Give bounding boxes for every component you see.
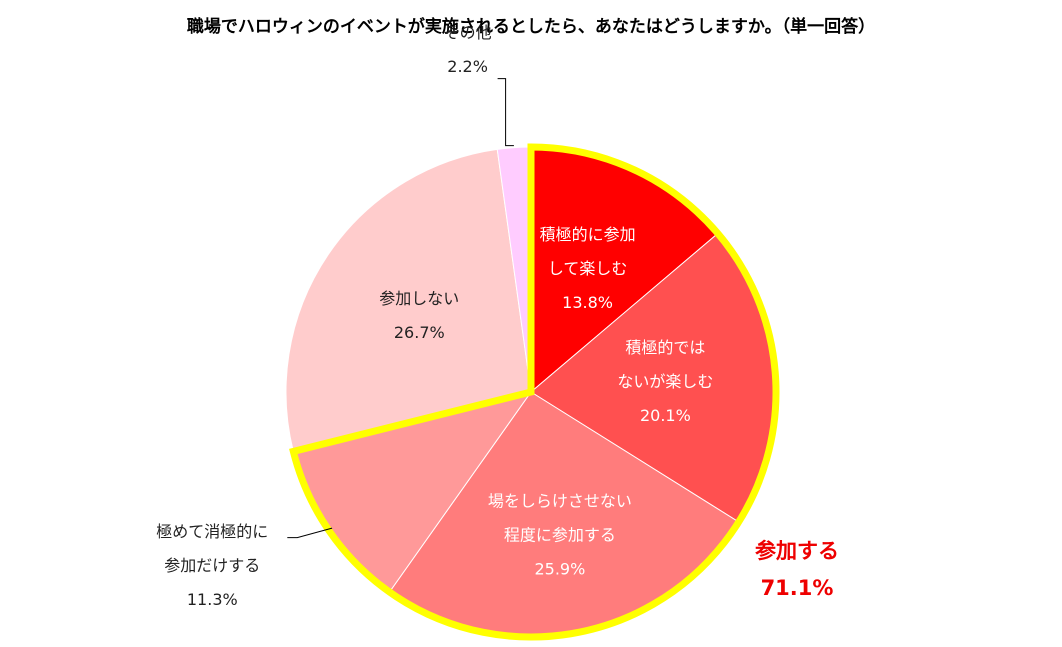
slice-category-label: して楽しむ [548, 259, 628, 278]
slice-category-label: 参加しない [379, 289, 459, 308]
slice-value-label: 11.3% [187, 590, 238, 609]
leader-line [497, 78, 514, 147]
pie-slice [285, 148, 532, 453]
slice-category-label: 場をしらけさせない [488, 492, 632, 511]
slice-category-label: 積極的では [625, 338, 705, 357]
slice-category-label: 極めて消極的に [156, 522, 268, 541]
slice-category-label: 積極的に参加 [540, 225, 636, 244]
slice-value-label: 13.8% [562, 293, 613, 312]
slice-value-label: 25.9% [534, 560, 585, 579]
slice-value-label: 26.7% [394, 323, 445, 342]
slice-value-label: 20.1% [640, 406, 691, 425]
slice-category-label: ないが楽しむ [617, 372, 713, 391]
group-value-label: 71.1% [761, 576, 834, 600]
group-label: 参加する [755, 539, 839, 563]
chart-title: 職場でハロウィンのイベントが実施されるとしたら、あなたはどうしますか。（単一回答… [186, 17, 876, 37]
slice-category-label: 参加だけする [164, 556, 260, 575]
slice-value-label: 2.2% [447, 57, 488, 76]
leader-line [287, 527, 333, 539]
highlight-outline [289, 143, 780, 641]
slice-category-label: 程度に参加する [504, 526, 616, 545]
slice-category-label: その他 [444, 23, 492, 42]
